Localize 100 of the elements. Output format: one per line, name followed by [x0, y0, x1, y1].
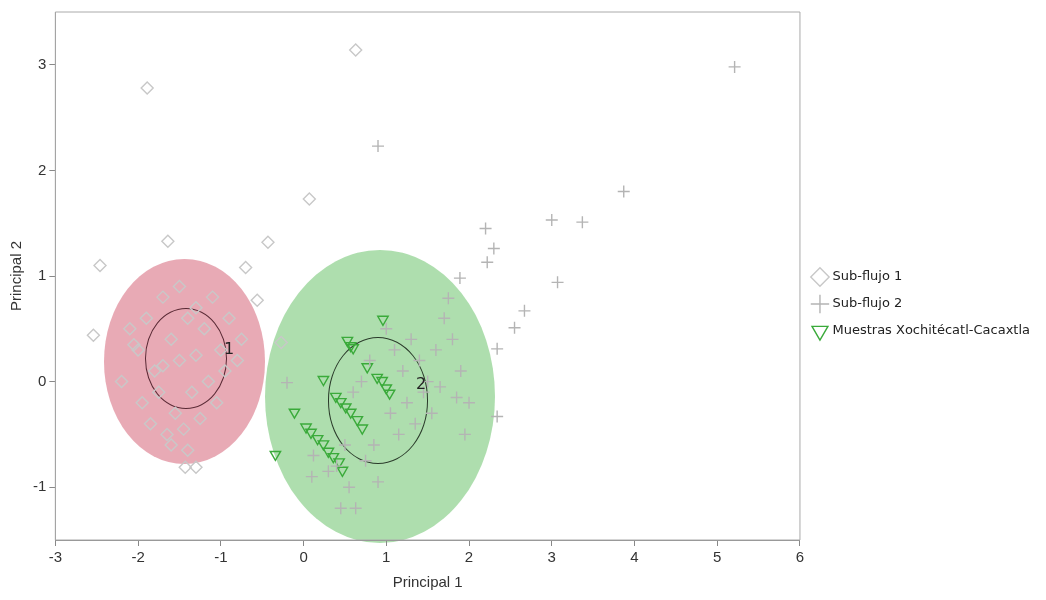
point [339, 403, 352, 414]
x-tick-label: 2 [464, 548, 474, 566]
point [164, 332, 178, 347]
y-tick-label: 2 [37, 160, 47, 178]
point [305, 469, 319, 484]
point [193, 411, 207, 426]
point [454, 364, 468, 378]
point [114, 374, 129, 389]
point [321, 464, 336, 479]
point [280, 375, 294, 390]
point [86, 328, 101, 342]
x-tick-label: 6 [795, 548, 805, 566]
point [383, 406, 398, 420]
point [305, 428, 317, 439]
point [317, 440, 330, 451]
point [358, 454, 373, 468]
point [356, 424, 369, 435]
point [344, 408, 357, 419]
x-tick-label: -2 [131, 548, 145, 566]
point [181, 311, 195, 325]
point [334, 501, 348, 516]
point [127, 337, 141, 352]
point [408, 417, 422, 431]
point [445, 332, 460, 347]
point [575, 215, 590, 229]
point [274, 335, 288, 350]
point [189, 460, 203, 474]
point [429, 343, 443, 357]
point [123, 322, 137, 336]
point [377, 315, 389, 326]
y-tick-label: 3 [37, 54, 47, 72]
point [433, 380, 447, 394]
point [348, 43, 363, 57]
point [209, 396, 224, 410]
point [478, 221, 493, 236]
point [300, 423, 312, 434]
point [490, 409, 504, 424]
point [507, 321, 522, 335]
point [371, 475, 385, 489]
point [329, 392, 342, 404]
point [197, 322, 211, 336]
point [396, 364, 410, 378]
point [143, 417, 158, 431]
point [140, 81, 154, 95]
point [234, 332, 249, 347]
point [172, 279, 187, 294]
x-axis-title: Principal 1 [392, 573, 463, 591]
point [490, 342, 504, 356]
point [333, 458, 346, 469]
point [363, 353, 377, 368]
point [425, 406, 439, 420]
point [164, 438, 178, 452]
point [387, 343, 402, 357]
point [392, 427, 406, 442]
point [230, 353, 245, 368]
point [334, 397, 347, 409]
point [161, 234, 175, 248]
point [156, 290, 170, 304]
point [400, 396, 414, 410]
point [238, 260, 253, 275]
point [354, 374, 369, 389]
point [371, 139, 385, 153]
point [178, 460, 192, 474]
legend-label: Sub-flujo 2 [832, 295, 903, 311]
x-tick-label: -1 [214, 548, 228, 566]
point [302, 192, 317, 206]
point [156, 359, 170, 373]
point [404, 332, 418, 347]
point [152, 385, 166, 399]
point [346, 385, 360, 399]
point [412, 353, 427, 368]
point [380, 384, 393, 395]
point [517, 304, 532, 318]
x-tick-label: 1 [382, 548, 391, 566]
point [458, 427, 472, 442]
point [185, 385, 199, 399]
x-tick-label: -3 [48, 548, 63, 566]
annotation: 1 [223, 339, 235, 359]
point [93, 258, 107, 273]
point [727, 60, 742, 74]
y-tick-label: 1 [37, 266, 47, 284]
point [172, 353, 187, 368]
x-tick-label: 3 [547, 548, 556, 566]
point [322, 447, 335, 458]
point [201, 374, 216, 389]
point [269, 450, 282, 462]
annotation: 2 [415, 373, 427, 393]
point [437, 311, 451, 325]
point [342, 480, 356, 494]
point [147, 364, 162, 378]
point [379, 322, 393, 336]
point [181, 443, 195, 457]
x-tick-label: 0 [299, 548, 308, 566]
point [449, 390, 464, 405]
point [306, 448, 321, 463]
point [453, 271, 467, 285]
point [261, 235, 275, 249]
point [131, 343, 145, 357]
y-tick-label: -1 [32, 477, 47, 495]
point [336, 466, 349, 477]
